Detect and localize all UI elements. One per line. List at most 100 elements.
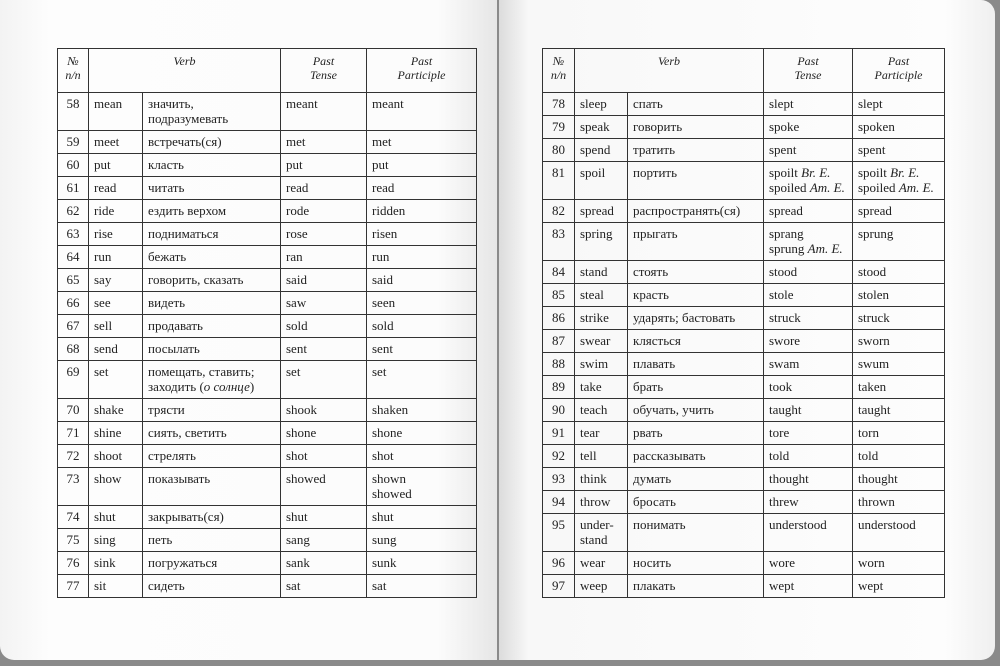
table-row: 67 sell продавать sold sold bbox=[57, 314, 477, 338]
translation-cell: спать bbox=[627, 92, 764, 116]
past-tense-cell: shook bbox=[280, 398, 367, 422]
row-number-cell: 73 bbox=[57, 467, 89, 506]
past-tense-cell: met bbox=[280, 130, 367, 154]
header-past-tense: Past Tense bbox=[763, 48, 853, 93]
table-row: 80 spend тратить spent spent bbox=[542, 138, 945, 162]
verb-cell: stand bbox=[574, 260, 628, 284]
row-number-cell: 86 bbox=[542, 306, 575, 330]
past-tense-cell: shot bbox=[280, 444, 367, 468]
past-participle-cell: sat bbox=[366, 574, 477, 598]
row-number-cell: 89 bbox=[542, 375, 575, 399]
past-tense-cell: shone bbox=[280, 421, 367, 445]
verb-cell: tell bbox=[574, 444, 628, 468]
row-number-cell: 88 bbox=[542, 352, 575, 376]
verbs-table-left: № n/n Verb Past Tense Past Participle 58 mea… bbox=[57, 48, 477, 598]
row-number-cell: 87 bbox=[542, 329, 575, 353]
past-tense-cell: spoilt Br. E. spoiled Am. E. bbox=[763, 161, 853, 200]
translation-cell: бросать bbox=[627, 490, 764, 514]
past-tense-cell: rose bbox=[280, 222, 367, 246]
row-number-cell: 60 bbox=[57, 153, 89, 177]
translation-cell: портить bbox=[627, 161, 764, 200]
translation-cell: красть bbox=[627, 283, 764, 307]
table-row: 95 under-stand понимать understood understoo… bbox=[542, 513, 945, 552]
table-row: 70 shake трясти shook shaken bbox=[57, 398, 477, 422]
verb-cell: shut bbox=[88, 505, 143, 529]
row-number-cell: 96 bbox=[542, 551, 575, 575]
past-tense-cell: threw bbox=[763, 490, 853, 514]
translation-cell: подниматься bbox=[142, 222, 281, 246]
row-number-cell: 76 bbox=[57, 551, 89, 575]
past-tense-cell: put bbox=[280, 153, 367, 177]
translation-cell: обучать, учить bbox=[627, 398, 764, 422]
row-number-cell: 64 bbox=[57, 245, 89, 269]
verb-cell: see bbox=[88, 291, 143, 315]
past-tense-cell: took bbox=[763, 375, 853, 399]
past-tense-cell: thought bbox=[763, 467, 853, 491]
past-tense-cell: shut bbox=[280, 505, 367, 529]
table-row: 58 mean значить, подразумевать meant meant bbox=[57, 92, 477, 131]
verb-cell: sit bbox=[88, 574, 143, 598]
translation-cell: носить bbox=[627, 551, 764, 575]
past-participle-cell: met bbox=[366, 130, 477, 154]
translation-cell: ударять; бастовать bbox=[627, 306, 764, 330]
table-row: 94 throw бросать threw thrown bbox=[542, 490, 945, 514]
verb-cell: weep bbox=[574, 574, 628, 598]
table-row: 66 see видеть saw seen bbox=[57, 291, 477, 315]
past-tense-cell: sang bbox=[280, 528, 367, 552]
translation-cell: думать bbox=[627, 467, 764, 491]
row-number-cell: 59 bbox=[57, 130, 89, 154]
table-row: 63 rise подниматься rose risen bbox=[57, 222, 477, 246]
translation-cell: сидеть bbox=[142, 574, 281, 598]
past-participle-cell: wept bbox=[852, 574, 945, 598]
verb-cell: sleep bbox=[574, 92, 628, 116]
table-row: 81 spoil портить spoilt Br. E. spoiled Am. E… bbox=[542, 161, 945, 200]
past-participle-cell: shown showed bbox=[366, 467, 477, 506]
verb-cell: throw bbox=[574, 490, 628, 514]
row-number-cell: 80 bbox=[542, 138, 575, 162]
verb-cell: shake bbox=[88, 398, 143, 422]
table-row: 83 spring прыгать sprang sprung Am. E. sprung bbox=[542, 222, 945, 261]
verb-cell: sell bbox=[88, 314, 143, 338]
row-number-cell: 95 bbox=[542, 513, 575, 552]
table-row: 74 shut закрывать(ся) shut shut bbox=[57, 505, 477, 529]
right-page: № n/n Verb Past Tense Past Participle 78 sle… bbox=[499, 0, 995, 660]
past-participle-cell: worn bbox=[852, 551, 945, 575]
row-number-cell: 81 bbox=[542, 161, 575, 200]
translation-cell: помещать, ставить; заходить (о солнце) bbox=[142, 360, 281, 399]
table-row: 65 say говорить, сказать said said bbox=[57, 268, 477, 292]
past-participle-cell: set bbox=[366, 360, 477, 399]
translation-cell: стрелять bbox=[142, 444, 281, 468]
header-verb: Verb bbox=[574, 48, 764, 93]
table-row: 72 shoot стрелять shot shot bbox=[57, 444, 477, 468]
translation-cell: погружаться bbox=[142, 551, 281, 575]
table-row: 69 set помещать, ставить; заходить (о солнц… bbox=[57, 360, 477, 399]
verb-cell: teach bbox=[574, 398, 628, 422]
past-tense-cell: wept bbox=[763, 574, 853, 598]
table-row: 76 sink погружаться sank sunk bbox=[57, 551, 477, 575]
past-tense-cell: taught bbox=[763, 398, 853, 422]
row-number-cell: 97 bbox=[542, 574, 575, 598]
row-number-cell: 65 bbox=[57, 268, 89, 292]
verb-cell: take bbox=[574, 375, 628, 399]
table-row: 85 steal красть stole stolen bbox=[542, 283, 945, 307]
translation-cell: ездить верхом bbox=[142, 199, 281, 223]
translation-cell: говорить bbox=[627, 115, 764, 139]
verb-cell: shine bbox=[88, 421, 143, 445]
verb-cell: strike bbox=[574, 306, 628, 330]
table-row: 64 run бежать ran run bbox=[57, 245, 477, 269]
row-number-cell: 94 bbox=[542, 490, 575, 514]
header-verb: Verb bbox=[88, 48, 281, 93]
translation-cell: плакать bbox=[627, 574, 764, 598]
row-number-cell: 63 bbox=[57, 222, 89, 246]
translation-cell: показывать bbox=[142, 467, 281, 506]
translation-cell: класть bbox=[142, 153, 281, 177]
past-participle-cell: thought bbox=[852, 467, 945, 491]
verb-cell: show bbox=[88, 467, 143, 506]
row-number-cell: 92 bbox=[542, 444, 575, 468]
verb-cell: set bbox=[88, 360, 143, 399]
translation-cell: рассказывать bbox=[627, 444, 764, 468]
past-participle-cell: torn bbox=[852, 421, 945, 445]
translation-cell: петь bbox=[142, 528, 281, 552]
table-row: 68 send посылать sent sent bbox=[57, 337, 477, 361]
verb-cell: run bbox=[88, 245, 143, 269]
